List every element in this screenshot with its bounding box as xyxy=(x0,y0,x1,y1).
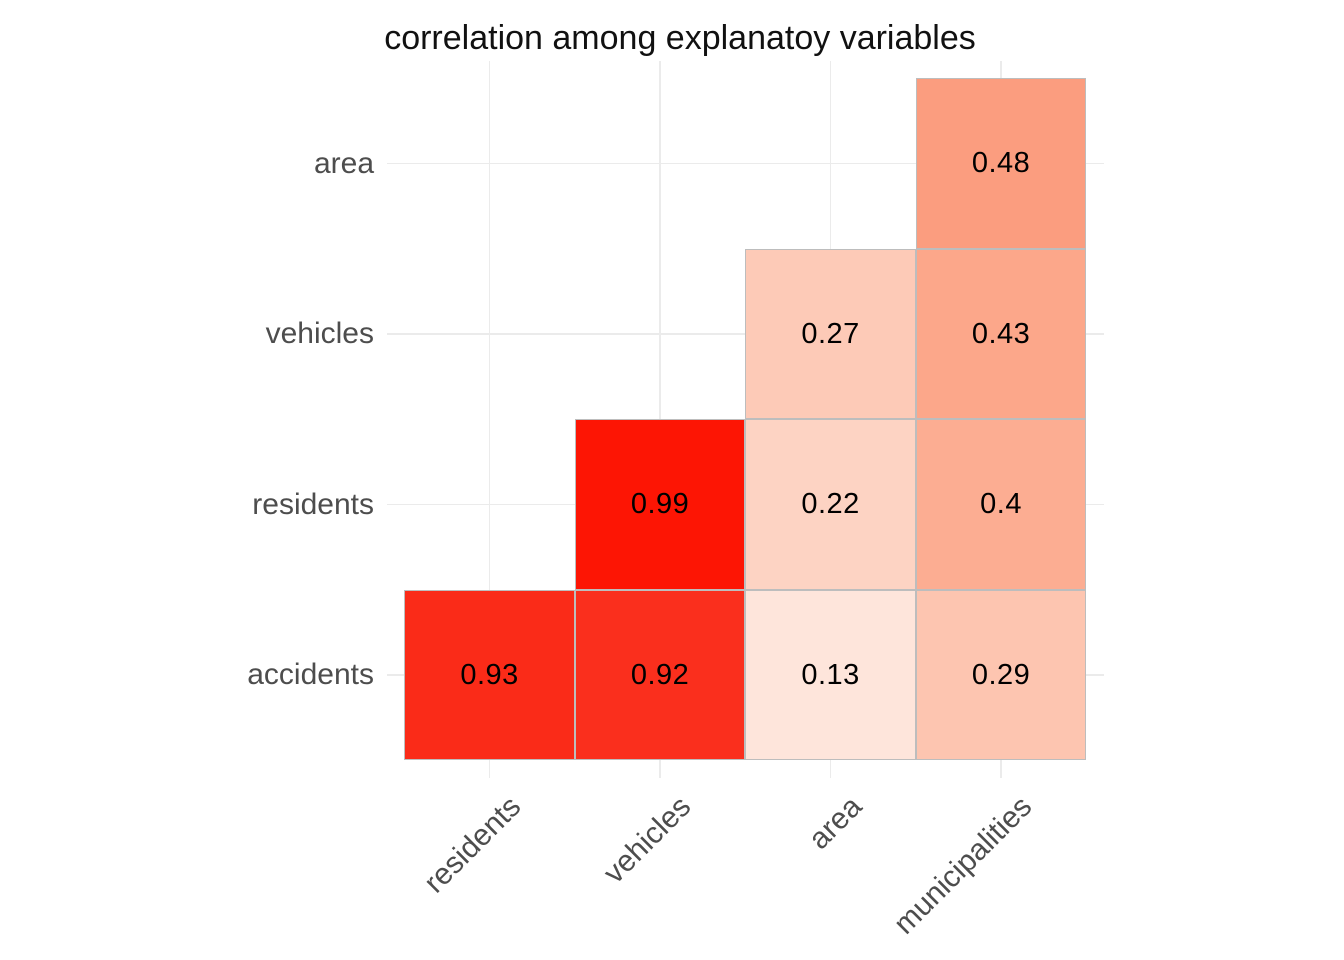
x-axis-label-residents: residents xyxy=(417,790,527,900)
cell-value-label: 0.99 xyxy=(630,488,690,521)
cell-value-label: 0.48 xyxy=(971,147,1031,180)
heatmap-cell-accidents-vehicles: 0.92 xyxy=(574,589,746,761)
cell-value-label: 0.4 xyxy=(980,488,1022,521)
y-axis-label-residents: residents xyxy=(252,487,374,521)
heatmap-cell-area-municipalities: 0.48 xyxy=(915,78,1087,249)
major-gridline-horizontal xyxy=(387,162,1104,165)
cell-value-label: 0.43 xyxy=(971,317,1031,350)
plot-panel: 0.48 0.27 0.43 0.99 0.22 0.4 0.93 0.92 0.13 0.29 xyxy=(387,61,1104,778)
cell-value-label: 0.29 xyxy=(971,658,1031,691)
heatmap-cell-accidents-municipalities: 0.29 xyxy=(915,589,1087,761)
heatmap-cell-residents-vehicles: 0.99 xyxy=(574,419,746,590)
heatmap-cell-vehicles-municipalities: 0.43 xyxy=(915,248,1087,420)
y-axis-label-vehicles: vehicles xyxy=(265,317,374,351)
heatmap-cell-accidents-residents: 0.93 xyxy=(404,589,575,761)
chart-title: correlation among explanatoy variables xyxy=(384,19,976,57)
heatmap-cell-accidents-area: 0.13 xyxy=(745,589,916,761)
cell-value-label: 0.93 xyxy=(460,658,519,691)
y-axis-label-accidents: accidents xyxy=(247,658,374,692)
cell-value-label: 0.13 xyxy=(801,658,860,691)
cell-value-label: 0.22 xyxy=(801,488,860,521)
cell-value-label: 0.27 xyxy=(801,317,860,350)
major-gridline-vertical xyxy=(488,61,491,778)
heatmap-cell-residents-municipalities: 0.4 xyxy=(915,419,1087,590)
heatmap-cell-vehicles-area: 0.27 xyxy=(745,248,916,420)
y-axis-label-area: area xyxy=(313,146,374,180)
heatmap-cell-residents-area: 0.22 xyxy=(745,419,916,590)
cell-value-label: 0.92 xyxy=(630,658,690,691)
